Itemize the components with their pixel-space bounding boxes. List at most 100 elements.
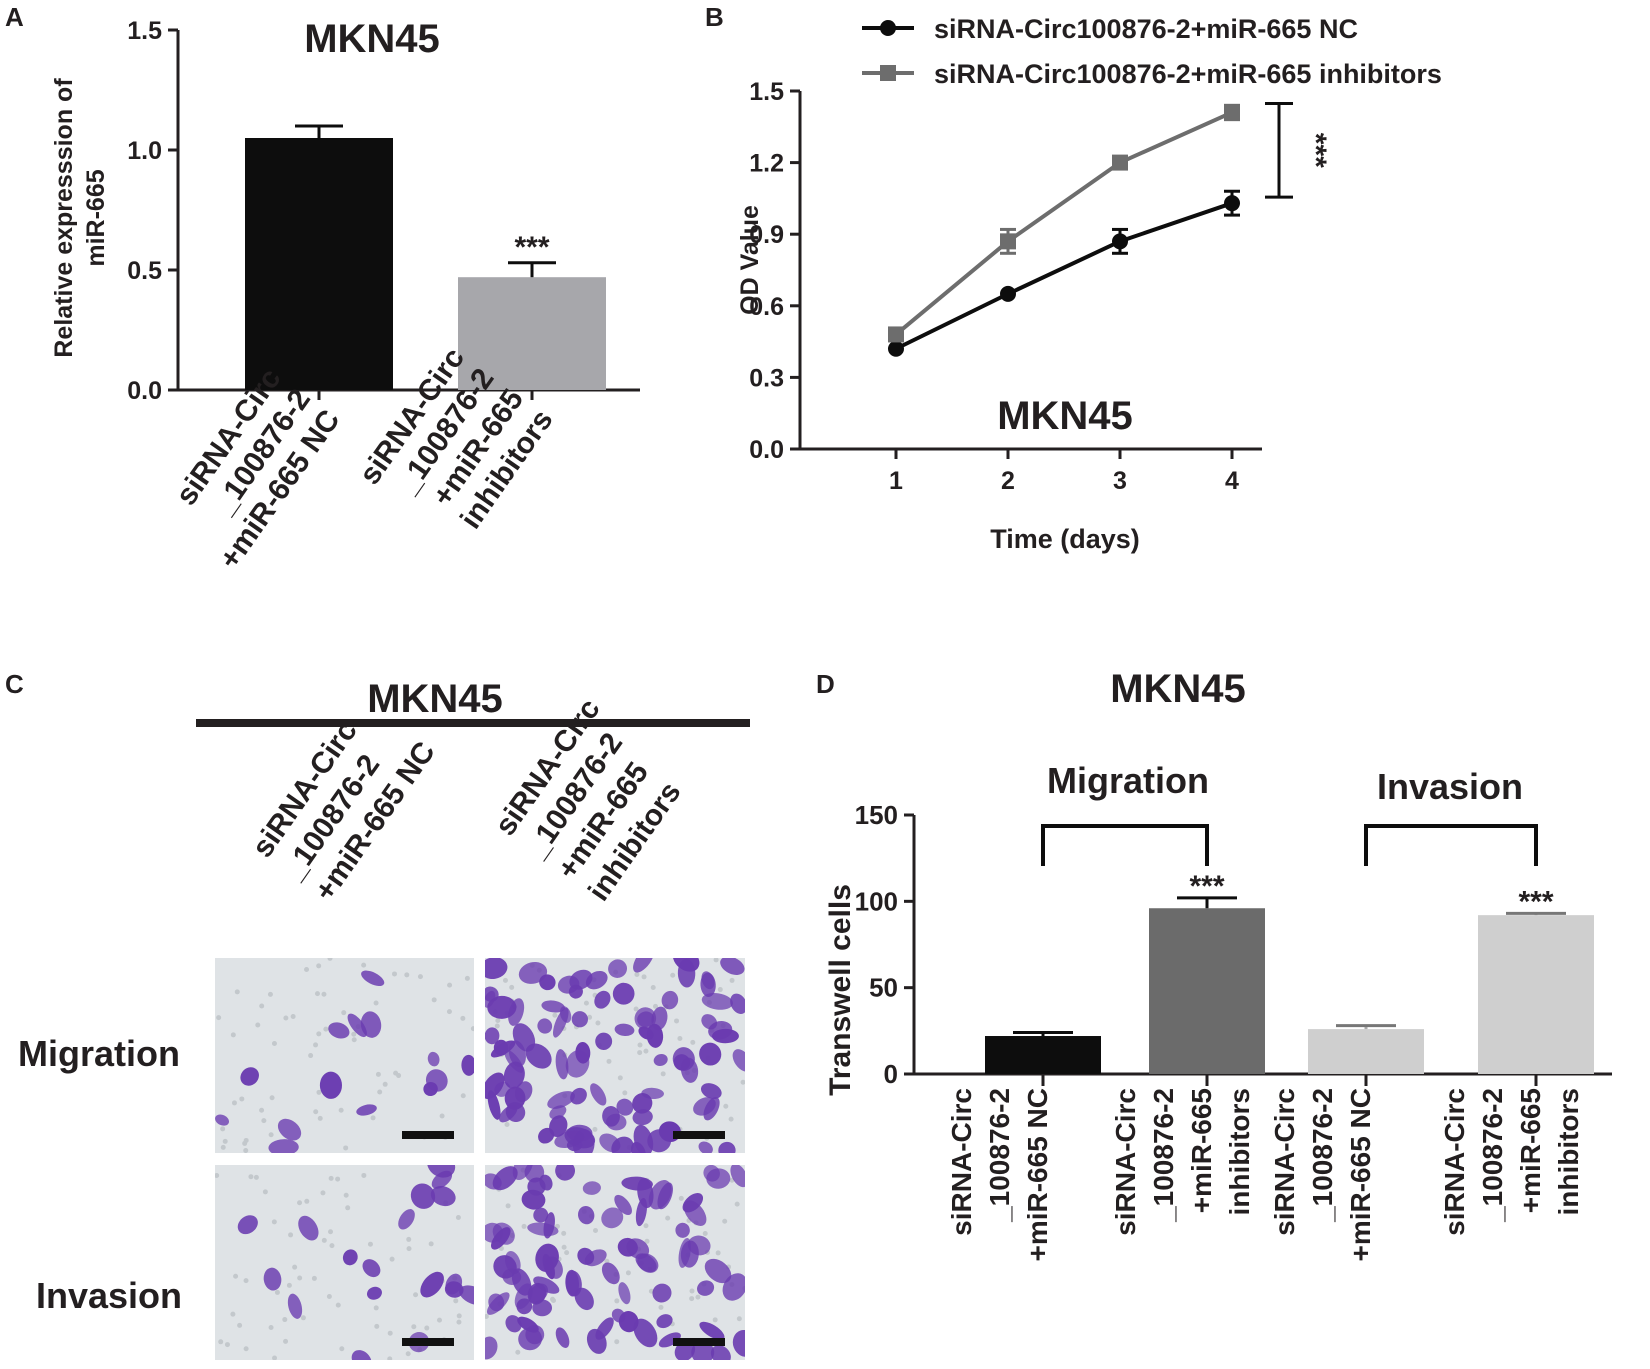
c-pore — [447, 982, 453, 988]
c-stained-cell — [678, 1237, 691, 1268]
c-pore — [634, 971, 640, 977]
panel-d-bar-chart: MKN45 Transwell cells 0 50 100 150 siRNA-Cir… — [824, 667, 1612, 1262]
c-pore — [455, 1215, 461, 1221]
b-series-line — [894, 110, 1233, 336]
c-pore — [345, 1205, 351, 1211]
c-stained-cell — [524, 1165, 545, 1183]
d-y-tick-label: 50 — [869, 973, 898, 1003]
c-pore — [728, 1116, 734, 1122]
panel-a-title: MKN45 — [304, 17, 440, 61]
b-point-circle — [1112, 233, 1128, 250]
c-stained-cell — [635, 1253, 657, 1273]
c-stained-cell — [632, 1093, 653, 1114]
c-pore — [243, 1148, 249, 1153]
c-stained-cell — [693, 1097, 716, 1116]
c-pore — [460, 1093, 466, 1099]
c-pore — [617, 1075, 623, 1081]
b-y-tick-label: 0.6 — [749, 293, 784, 321]
c-pore — [367, 1241, 373, 1247]
c-stained-cell — [328, 1022, 350, 1039]
c-stained-cell — [485, 1027, 500, 1045]
c-stained-cell — [608, 959, 628, 978]
c-pore — [314, 991, 320, 997]
c-pore — [515, 1349, 521, 1355]
c-pore — [660, 1071, 666, 1077]
c-stained-cell — [430, 1186, 456, 1207]
c-pore — [231, 1100, 237, 1106]
c-pore — [652, 1003, 658, 1009]
d-bar — [1149, 908, 1265, 1074]
d-category-label: siRNA-Circ — [1110, 1088, 1141, 1236]
c-stained-cell — [700, 1083, 722, 1100]
c-stained-cell — [552, 1007, 569, 1038]
c-pore — [436, 1317, 442, 1323]
c-pore — [271, 1040, 277, 1046]
c-pore — [456, 1319, 462, 1325]
c-stained-cell — [601, 1207, 624, 1229]
c-pore — [243, 1346, 249, 1352]
c-pore — [665, 1215, 671, 1221]
c-stained-cell — [614, 1194, 632, 1216]
c-micrograph — [215, 958, 474, 1153]
c-pore — [456, 1313, 462, 1319]
a-bar — [245, 138, 393, 390]
c-pore — [690, 1039, 696, 1045]
c-stained-cell — [485, 958, 508, 979]
c-pore — [583, 1000, 589, 1006]
c-pore — [313, 1042, 319, 1048]
c-pore — [670, 972, 676, 978]
c-pore — [406, 1246, 412, 1252]
c-pore — [262, 1189, 268, 1195]
legend-nc-label: siRNA-Circ100876-2+miR-665 NC — [934, 14, 1358, 44]
d-group-bracket — [1041, 824, 1209, 866]
c-stained-cell — [518, 961, 548, 984]
c-pore — [297, 1200, 303, 1206]
c-stained-cell — [718, 1141, 736, 1153]
c-stained-cell — [537, 1018, 553, 1034]
c-scale-bar — [673, 1338, 725, 1346]
c-stained-cell — [570, 1087, 587, 1105]
c-stained-cell — [586, 1328, 607, 1354]
c-pore — [253, 1174, 259, 1180]
c-pore — [625, 1270, 631, 1276]
c-stained-cell — [319, 1071, 342, 1099]
c-stained-cell — [444, 1281, 464, 1298]
c-pore — [283, 1015, 289, 1021]
b-point-square — [1000, 233, 1016, 250]
c-stained-cell — [215, 1114, 230, 1126]
d-category-label: +miR-665 — [1515, 1088, 1546, 1213]
c-stained-cell — [578, 1206, 595, 1225]
c-pore — [734, 1201, 740, 1207]
c-stained-cell — [485, 1336, 498, 1360]
c-stained-cell — [658, 1332, 681, 1348]
d-y-tick-label: 150 — [855, 800, 898, 830]
c-pore — [269, 1095, 275, 1101]
c-stained-cell — [612, 982, 635, 1005]
d-bar — [1478, 915, 1594, 1074]
a-bar — [458, 277, 606, 390]
c-stained-cell — [532, 1299, 553, 1317]
panel-c-micrographs: MKN45 Migration Invasion siRNA-Circ_1008… — [18, 677, 750, 1360]
c-stained-cell — [362, 1259, 381, 1278]
c-pore — [374, 1323, 380, 1329]
d-category-label: _100876-2 — [1148, 1088, 1179, 1223]
c-pore — [592, 1126, 598, 1132]
c-pore — [243, 1278, 249, 1284]
c-pore — [283, 1338, 289, 1344]
c-stained-cell — [565, 1269, 579, 1297]
c-stained-cell — [366, 1286, 382, 1300]
a-y-tick-label: 1.5 — [127, 17, 162, 45]
c-stained-cell — [533, 1207, 549, 1223]
d-category-label: _100876-2 — [1477, 1088, 1508, 1223]
panel-b-ylabel: OD Value — [736, 205, 764, 315]
c-pore — [341, 1010, 347, 1016]
c-stained-cell — [614, 1023, 635, 1037]
c-stained-cell — [677, 958, 696, 988]
c-stained-cell — [420, 1271, 444, 1298]
a-y-tick-label: 0.0 — [127, 377, 162, 405]
panel-letter-a: A — [5, 2, 24, 32]
c-stained-cell — [616, 1098, 634, 1116]
c-stained-cell — [356, 1104, 377, 1116]
c-pore — [689, 1288, 695, 1294]
